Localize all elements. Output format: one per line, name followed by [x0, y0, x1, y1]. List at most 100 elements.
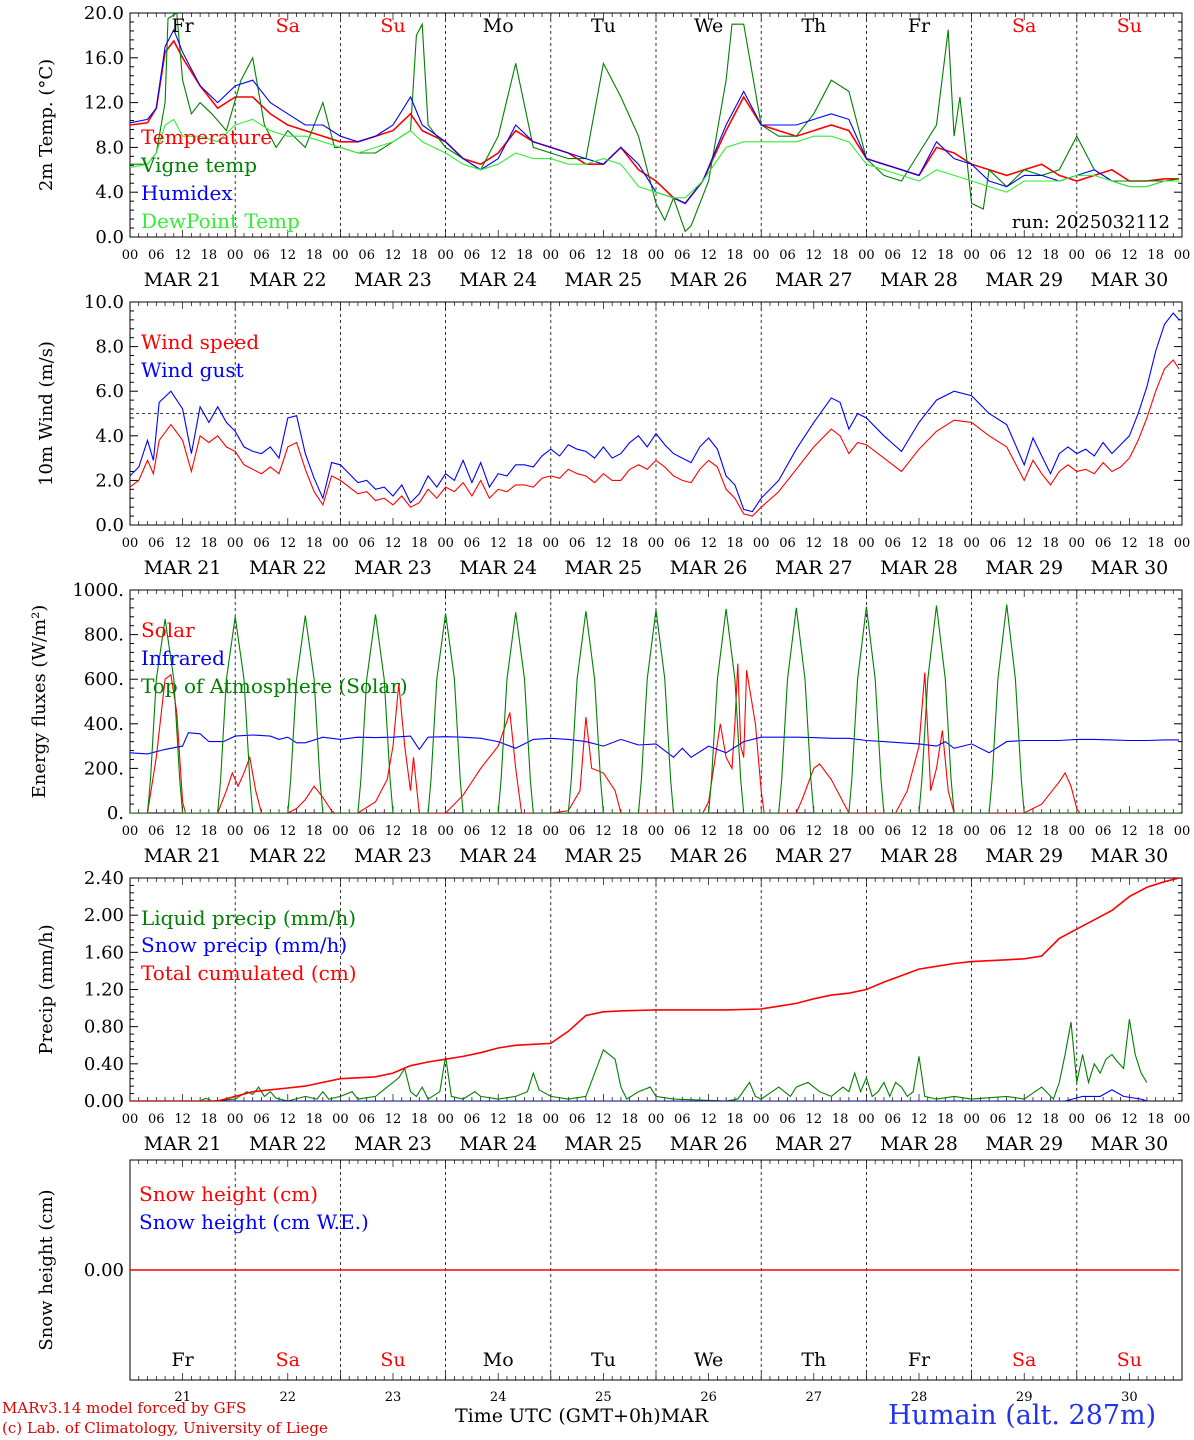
hour-tick-label: 00	[332, 536, 349, 551]
day-number-label: 28	[911, 1390, 928, 1405]
weekday-label: Su	[380, 1349, 405, 1371]
hour-tick-label: 00	[437, 536, 454, 551]
hour-tick-label: 06	[1095, 824, 1112, 839]
hour-tick-label: 00	[543, 1112, 560, 1127]
legend-entry: Snow precip (mm/h)	[141, 933, 347, 957]
hour-tick-label: 18	[727, 536, 744, 551]
hour-tick-label: 12	[911, 248, 928, 263]
weekday-label: Sa	[276, 15, 300, 37]
y-axis-label: 10m Wind (m/s)	[36, 341, 57, 486]
day-label: MAR 25	[565, 1133, 643, 1155]
day-number-label: 25	[595, 1390, 612, 1405]
weekday-label: Su	[1117, 15, 1142, 37]
hour-tick-label: 00	[227, 248, 244, 263]
hour-tick-label: 00	[648, 248, 665, 263]
series-line-infrared	[130, 732, 1180, 759]
hour-tick-label: 00	[227, 824, 244, 839]
series-line-humidex	[130, 28, 1180, 205]
hour-tick-label: 00	[1174, 248, 1191, 263]
hour-tick-label: 18	[201, 1112, 218, 1127]
day-label: MAR 25	[565, 557, 643, 579]
weekday-label: Th	[801, 1349, 826, 1371]
hour-tick-label: 18	[201, 248, 218, 263]
hour-tick-label: 18	[832, 824, 849, 839]
hour-tick-label: 18	[937, 824, 954, 839]
y-tick-label: 400.	[84, 714, 124, 735]
day-label: MAR 23	[354, 269, 432, 291]
day-label: MAR 30	[1091, 1133, 1169, 1155]
hour-tick-label: 12	[1121, 824, 1138, 839]
y-tick-label: 16.0	[84, 48, 124, 69]
day-label: MAR 28	[880, 1133, 958, 1155]
hour-tick-label: 18	[621, 248, 638, 263]
day-number-label: 24	[490, 1390, 507, 1405]
hour-tick-label: 18	[621, 1112, 638, 1127]
y-tick-label: 10.0	[84, 292, 124, 313]
hour-tick-label: 06	[990, 536, 1007, 551]
day-number-label: 29	[1016, 1390, 1033, 1405]
legend-entry: Solar	[141, 618, 195, 642]
hour-tick-label: 12	[1121, 248, 1138, 263]
hour-tick-label: 00	[1069, 248, 1086, 263]
hour-tick-label: 00	[122, 536, 139, 551]
day-label: MAR 27	[775, 1133, 853, 1155]
hour-tick-label: 00	[332, 1112, 349, 1127]
day-number-label: 22	[280, 1390, 297, 1405]
hour-tick-label: 00	[332, 824, 349, 839]
y-tick-label: 0.0	[95, 227, 124, 248]
day-number-label: 23	[385, 1390, 402, 1405]
hour-tick-label: 06	[569, 1112, 586, 1127]
hour-tick-label: 12	[1121, 536, 1138, 551]
time-axis-month: MAR	[660, 1405, 709, 1427]
hour-tick-label: 12	[280, 1112, 297, 1127]
hour-tick-label: 12	[700, 824, 717, 839]
hour-tick-label: 12	[806, 536, 823, 551]
weekday-label: Mo	[483, 1349, 514, 1371]
hour-tick-label: 18	[411, 248, 428, 263]
hour-tick-label: 12	[1016, 536, 1033, 551]
hour-tick-label: 06	[779, 824, 796, 839]
hour-tick-label: 00	[122, 248, 139, 263]
plot-frame	[129, 589, 1183, 814]
hour-tick-label: 12	[595, 1112, 612, 1127]
hour-tick-label: 12	[385, 824, 402, 839]
day-label: MAR 21	[144, 557, 222, 579]
hour-tick-label: 00	[1174, 536, 1191, 551]
hour-tick-label: 12	[1121, 1112, 1138, 1127]
hour-tick-label: 00	[122, 1112, 139, 1127]
series-line-top-of-atmosphere-solar-	[130, 604, 1180, 813]
day-label: MAR 29	[985, 557, 1063, 579]
hour-tick-label: 18	[1147, 1112, 1164, 1127]
hour-tick-label: 12	[700, 1112, 717, 1127]
hour-tick-label: 12	[174, 536, 191, 551]
hour-tick-label: 00	[858, 1112, 875, 1127]
day-label: MAR 29	[985, 269, 1063, 291]
run-annotation: run: 2025032112	[1012, 212, 1170, 233]
hour-tick-label: 12	[174, 1112, 191, 1127]
panel-2: 0.0 2.0 4.0 6.0 8.0 10.0 10m Wind (m/s) Wind sp…	[36, 292, 1190, 579]
day-label: MAR 26	[670, 1133, 748, 1155]
hour-tick-label: 18	[727, 1112, 744, 1127]
series-line-total-cumulated-cm-	[130, 878, 1180, 1101]
hour-tick-label: 18	[1147, 536, 1164, 551]
hour-tick-label: 12	[385, 1112, 402, 1127]
y-tick-label: 0.0	[95, 515, 124, 536]
hour-tick-label: 06	[464, 248, 481, 263]
hour-tick-label: 06	[569, 824, 586, 839]
hour-tick-label: 12	[595, 824, 612, 839]
hour-tick-label: 18	[727, 248, 744, 263]
y-tick-label: 1.60	[84, 942, 124, 963]
hour-tick-label: 18	[1147, 248, 1164, 263]
hour-tick-label: 18	[727, 824, 744, 839]
weekday-label: Fr	[171, 15, 194, 37]
day-label: MAR 30	[1091, 845, 1169, 867]
day-label: MAR 22	[249, 845, 327, 867]
legend-entry: Temperature	[141, 125, 272, 149]
y-tick-label: 800.	[84, 625, 124, 646]
hour-tick-label: 00	[1069, 1112, 1086, 1127]
hour-tick-label: 18	[1042, 1112, 1059, 1127]
series-line-vigne-temp	[130, 13, 1180, 233]
y-tick-label: 1.20	[84, 980, 124, 1001]
hour-tick-label: 00	[437, 248, 454, 263]
